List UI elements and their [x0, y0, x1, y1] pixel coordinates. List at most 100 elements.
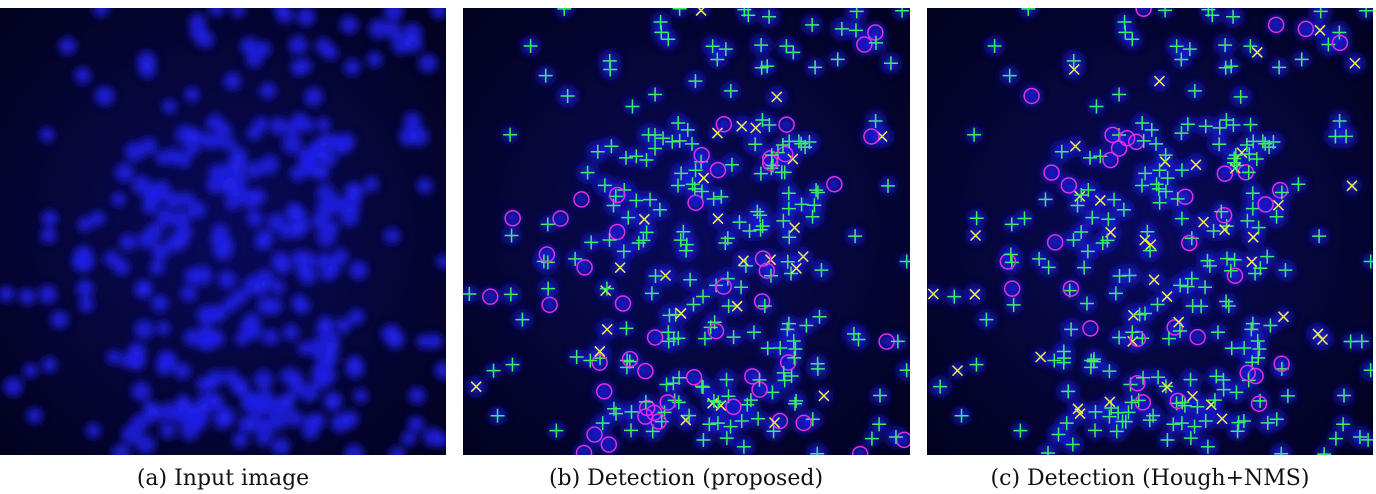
plus-marker — [1251, 350, 1266, 365]
plus-marker — [969, 211, 984, 226]
circle-marker — [646, 329, 664, 346]
plus-marker — [812, 309, 827, 324]
plus-marker — [1227, 252, 1242, 267]
plus-marker — [799, 318, 814, 333]
plus-marker — [486, 363, 501, 378]
plus-marker — [1207, 393, 1222, 408]
plus-marker — [1136, 370, 1151, 385]
plus-marker — [1183, 372, 1198, 387]
cell — [574, 192, 589, 207]
plus-marker — [742, 224, 757, 238]
plus-marker — [1359, 8, 1373, 18]
plus-marker — [1253, 261, 1268, 276]
x-marker — [736, 120, 748, 132]
cell — [137, 231, 156, 249]
plus-marker — [1200, 253, 1215, 268]
x-marker — [1074, 408, 1086, 420]
plus-marker — [1152, 163, 1167, 178]
cell — [381, 324, 401, 344]
plus-marker — [763, 268, 778, 283]
plus-marker — [1269, 412, 1284, 427]
cell — [401, 431, 417, 446]
cell — [94, 86, 115, 106]
plus-marker — [1166, 417, 1181, 432]
plus-marker — [653, 15, 668, 30]
plus-marker — [765, 385, 780, 400]
plus-marker — [672, 8, 687, 16]
cell — [659, 393, 677, 411]
cell — [103, 250, 121, 268]
plus-marker — [1138, 166, 1153, 181]
cell — [187, 200, 206, 219]
cell — [346, 355, 363, 372]
circle-marker — [541, 296, 558, 314]
cell — [93, 8, 110, 17]
plus-marker — [794, 197, 809, 212]
cell — [316, 227, 336, 247]
cell — [288, 372, 305, 388]
cell — [139, 137, 158, 155]
plus-marker — [1102, 409, 1117, 424]
plus-marker — [625, 99, 640, 114]
x-marker — [1173, 316, 1185, 328]
cell — [143, 404, 163, 423]
plus-marker — [1237, 340, 1252, 355]
cell — [111, 192, 126, 207]
plus-marker — [697, 331, 712, 346]
cell — [383, 8, 404, 22]
plus-marker — [814, 263, 829, 278]
plus-marker — [609, 406, 624, 421]
plus-marker — [1337, 388, 1351, 403]
x-marker — [1251, 46, 1263, 58]
plus-marker — [805, 17, 820, 32]
plus-marker — [834, 21, 849, 36]
plus-marker — [1198, 119, 1213, 134]
x-marker — [731, 300, 743, 312]
plus-marker — [557, 8, 572, 16]
cell — [269, 117, 288, 136]
plus-marker — [666, 376, 681, 391]
circle-marker — [754, 250, 772, 267]
plus-marker — [1291, 177, 1306, 192]
x-marker — [789, 222, 801, 234]
circle-marker — [1189, 328, 1206, 346]
input-image — [0, 8, 446, 455]
plus-marker — [1328, 431, 1343, 446]
plus-marker — [809, 183, 824, 198]
plus-marker — [1074, 187, 1089, 202]
plus-marker — [639, 152, 654, 167]
plus-marker — [673, 233, 688, 248]
cell — [0, 285, 15, 303]
plus-marker — [1080, 244, 1095, 259]
cell — [537, 245, 557, 264]
plus-marker — [702, 417, 717, 432]
circle-marker — [1166, 319, 1183, 336]
circle-marker — [1331, 34, 1349, 52]
cell — [349, 260, 368, 280]
cell — [119, 233, 137, 251]
cell — [282, 134, 303, 155]
plus-marker — [899, 254, 910, 269]
plus-marker — [604, 139, 619, 154]
cell — [151, 242, 171, 261]
cell — [316, 183, 336, 203]
circle-marker — [1129, 330, 1147, 348]
cell — [187, 413, 204, 430]
plus-marker — [1260, 415, 1275, 430]
cell — [418, 53, 438, 73]
cell — [1062, 279, 1080, 298]
x-marker — [1246, 256, 1258, 268]
plus-marker — [777, 165, 792, 180]
cell — [879, 334, 894, 349]
cell — [173, 362, 191, 380]
cell — [127, 342, 147, 361]
plus-marker — [706, 191, 721, 206]
cell — [74, 245, 94, 264]
detection-image — [927, 8, 1373, 455]
plus-marker — [895, 8, 910, 18]
plus-marker — [1115, 414, 1130, 429]
cell — [329, 195, 348, 214]
cell — [175, 394, 191, 410]
plus-marker — [583, 353, 598, 368]
plus-marker — [1212, 137, 1227, 152]
